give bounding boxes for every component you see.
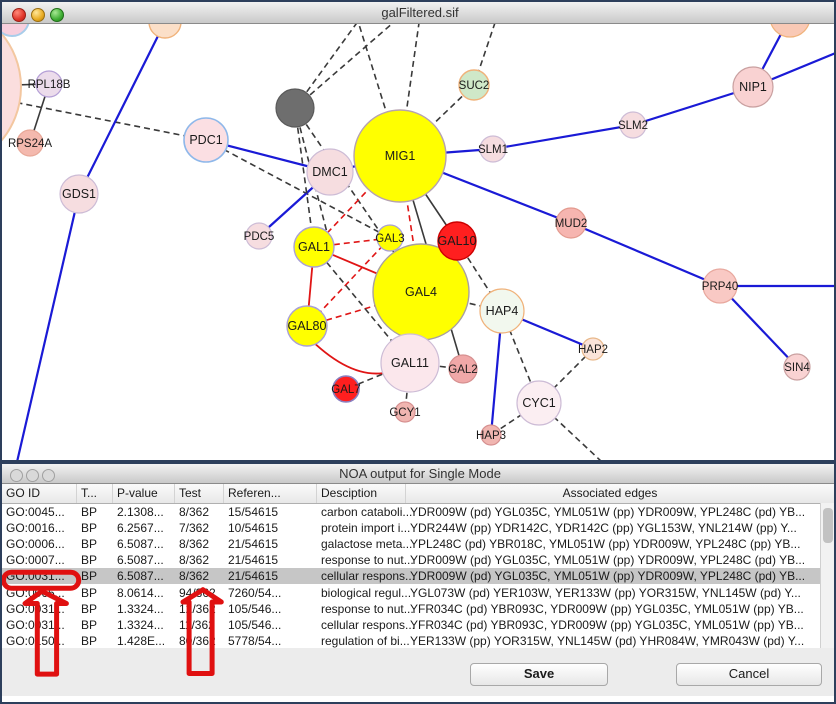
svg-text:RPS24A: RPS24A xyxy=(8,138,52,150)
svg-text:PRP40: PRP40 xyxy=(702,281,738,293)
svg-text:GDS1: GDS1 xyxy=(62,187,96,201)
svg-text:GAL2: GAL2 xyxy=(448,364,477,376)
svg-text:GAL80: GAL80 xyxy=(288,319,327,333)
svg-text:SUC2: SUC2 xyxy=(459,80,490,92)
svg-text:SLM1: SLM1 xyxy=(478,144,508,156)
svg-text:CYC1: CYC1 xyxy=(522,396,555,410)
svg-text:RPL18B: RPL18B xyxy=(28,79,71,91)
svg-text:GAL4: GAL4 xyxy=(405,285,437,299)
svg-text:SIN4: SIN4 xyxy=(784,362,810,374)
svg-text:NIP1: NIP1 xyxy=(739,80,767,94)
svg-text:MIG1: MIG1 xyxy=(385,149,416,163)
svg-text:PDC1: PDC1 xyxy=(189,133,222,147)
svg-text:SLM2: SLM2 xyxy=(618,120,648,132)
svg-text:GAL3: GAL3 xyxy=(375,233,404,245)
svg-text:DMC1: DMC1 xyxy=(312,165,347,179)
svg-text:GAL11: GAL11 xyxy=(391,356,429,370)
svg-text:HAP3: HAP3 xyxy=(476,430,506,442)
svg-text:HAP4: HAP4 xyxy=(486,304,519,318)
svg-text:GAL7: GAL7 xyxy=(331,384,360,396)
svg-text:GCY1: GCY1 xyxy=(389,407,420,419)
svg-text:MUD2: MUD2 xyxy=(555,218,588,230)
svg-text:HAP2: HAP2 xyxy=(578,344,608,356)
svg-text:PDC5: PDC5 xyxy=(244,231,275,243)
svg-text:GAL1: GAL1 xyxy=(298,240,330,254)
svg-text:GAL10: GAL10 xyxy=(438,234,477,248)
